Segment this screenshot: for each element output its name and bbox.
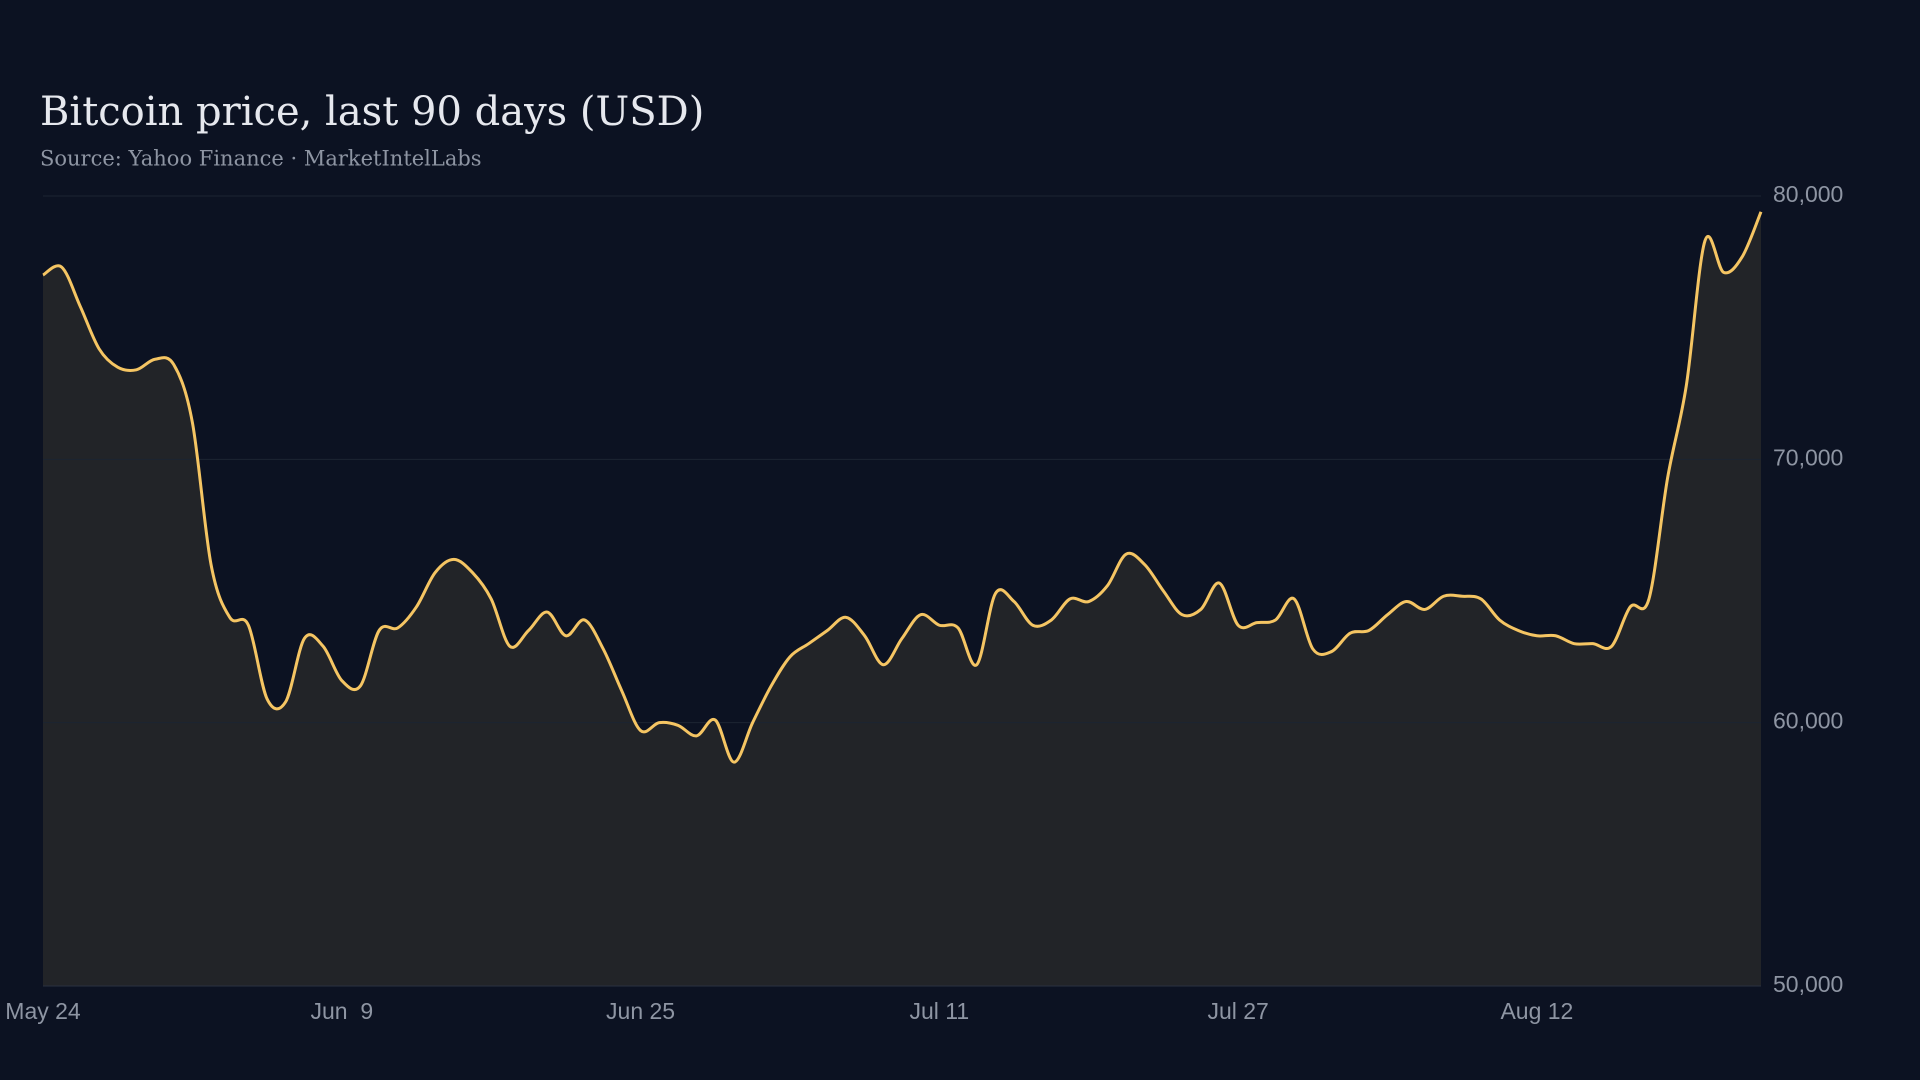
- y-tick-label: 80,000: [1773, 181, 1843, 207]
- y-tick-label: 50,000: [1773, 971, 1843, 997]
- x-tick-label: Jun 9: [310, 998, 373, 1024]
- x-tick-label: Jul 27: [1207, 998, 1268, 1024]
- area: [43, 211, 1761, 987]
- x-tick-label: Jul 11: [910, 998, 970, 1024]
- y-tick-label: 70,000: [1773, 444, 1843, 470]
- x-tick-label: Jun 25: [606, 998, 675, 1024]
- chart-title: Bitcoin price, last 90 days (USD): [40, 89, 704, 135]
- line: [42, 211, 1763, 764]
- x-tick-label: May 24: [5, 998, 81, 1024]
- y-tick-label: 60,000: [1773, 708, 1843, 734]
- chart-subtitle: Source: Yahoo Finance · MarketIntelLabs: [40, 147, 482, 171]
- x-tick-label: Aug 12: [1500, 998, 1573, 1024]
